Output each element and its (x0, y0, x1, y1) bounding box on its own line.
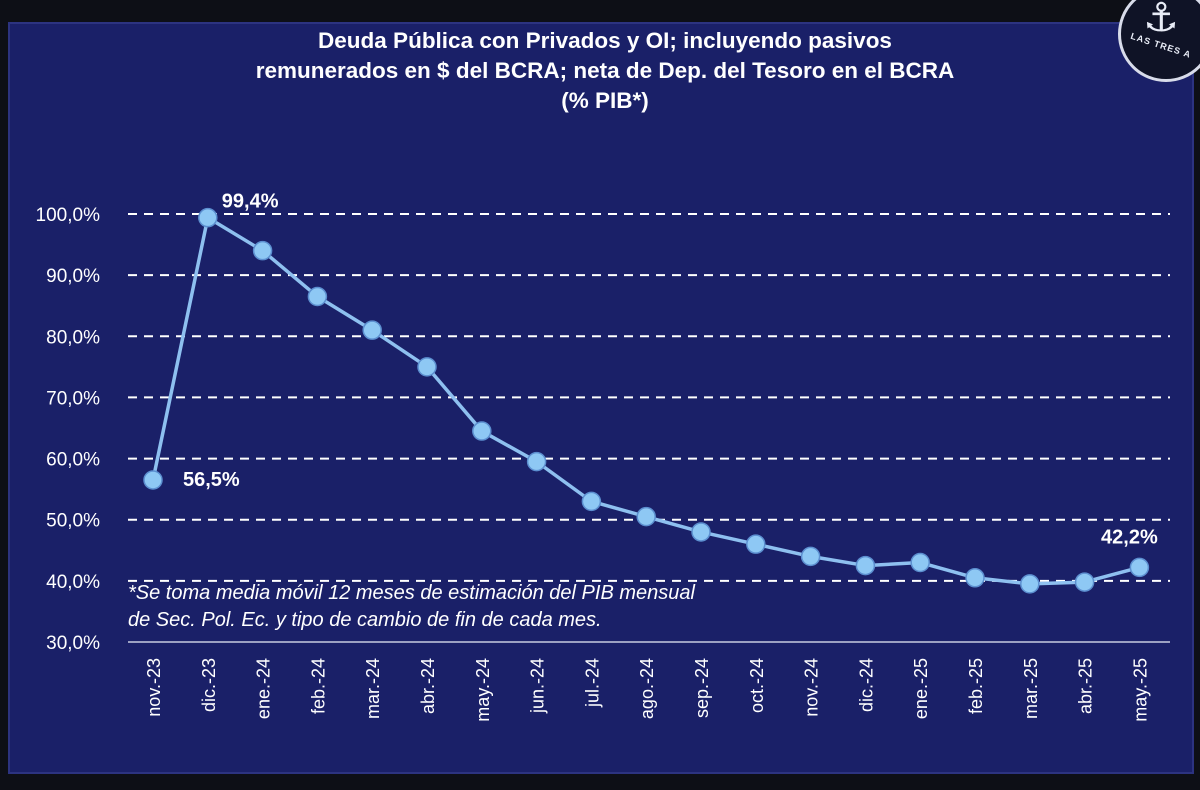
footnote-line-1: *Se toma media móvil 12 meses de estimac… (128, 582, 695, 604)
y-tick-label: 60,0% (46, 450, 100, 471)
data-point (1129, 557, 1150, 578)
brand-logo: ⚓ LAS TRES A (1118, 0, 1200, 82)
data-point (746, 534, 766, 554)
data-point (800, 546, 821, 567)
title-line-3: (% PIB*) (561, 88, 649, 113)
data-point (581, 491, 602, 512)
data-point (252, 240, 273, 261)
data-point (526, 451, 547, 472)
data-point (1074, 572, 1095, 592)
y-tick-label: 40,0% (46, 572, 100, 593)
data-label: 99,4% (222, 191, 279, 213)
data-point (910, 552, 930, 573)
data-label: 42,2% (1101, 526, 1158, 548)
y-tick-label: 80,0% (46, 327, 100, 348)
x-tick-label: sep.-24 (692, 658, 712, 718)
title-line-1: Deuda Pública con Privados y OI; incluye… (318, 28, 892, 53)
x-tick-label: abr.-24 (418, 658, 438, 714)
x-tick-label: mar.-24 (363, 658, 383, 719)
data-point (362, 320, 382, 340)
data-point (855, 555, 876, 576)
x-tick-label: dic.-24 (856, 658, 876, 712)
anchor-icon: ⚓ (1143, 0, 1179, 41)
x-tick-label: may.-24 (473, 658, 493, 722)
data-point (472, 421, 492, 441)
footnote: *Se toma media móvil 12 meses de estimac… (128, 580, 695, 634)
x-tick-label: feb.-24 (308, 658, 328, 714)
x-tick-label: ene.-25 (911, 658, 931, 719)
data-point (691, 522, 711, 542)
y-tick-label: 30,0% (46, 633, 100, 654)
data-point (1020, 574, 1040, 594)
series-line (151, 215, 1140, 586)
x-tick-label: abr.-25 (1076, 658, 1096, 714)
x-tick-label: mar.-25 (1021, 658, 1041, 719)
y-tick-label: 100,0% (36, 205, 101, 226)
x-tick-label: dic.-23 (199, 658, 219, 712)
y-tick-label: 90,0% (46, 266, 100, 287)
data-point (417, 357, 437, 377)
x-tick-label: ene.-24 (254, 658, 274, 719)
x-tick-label: ago.-24 (637, 658, 657, 719)
data-point (307, 286, 328, 307)
y-tick-label: 70,0% (46, 388, 100, 409)
x-tick-label: jul.-24 (582, 658, 602, 708)
x-tick-label: may.-25 (1130, 658, 1150, 722)
x-tick-label: nov.-23 (144, 658, 164, 717)
x-tick-label: nov.-24 (802, 658, 822, 717)
y-tick-label: 50,0% (46, 511, 100, 532)
data-point (636, 506, 656, 527)
x-tick-label: feb.-25 (966, 658, 986, 714)
footnote-line-2: de Sec. Pol. Ec. y tipo de cambio de fin… (128, 609, 602, 631)
data-point (143, 470, 163, 490)
data-label: 56,5% (183, 469, 240, 491)
chart-title: Deuda Pública con Privados y OI; incluye… (0, 26, 1200, 116)
data-point (198, 207, 218, 228)
title-line-2: remunerados en $ del BCRA; neta de Dep. … (255, 58, 955, 83)
x-tick-label: oct.-24 (747, 658, 767, 713)
x-tick-label: jun.-24 (528, 658, 548, 714)
data-point (965, 568, 985, 588)
